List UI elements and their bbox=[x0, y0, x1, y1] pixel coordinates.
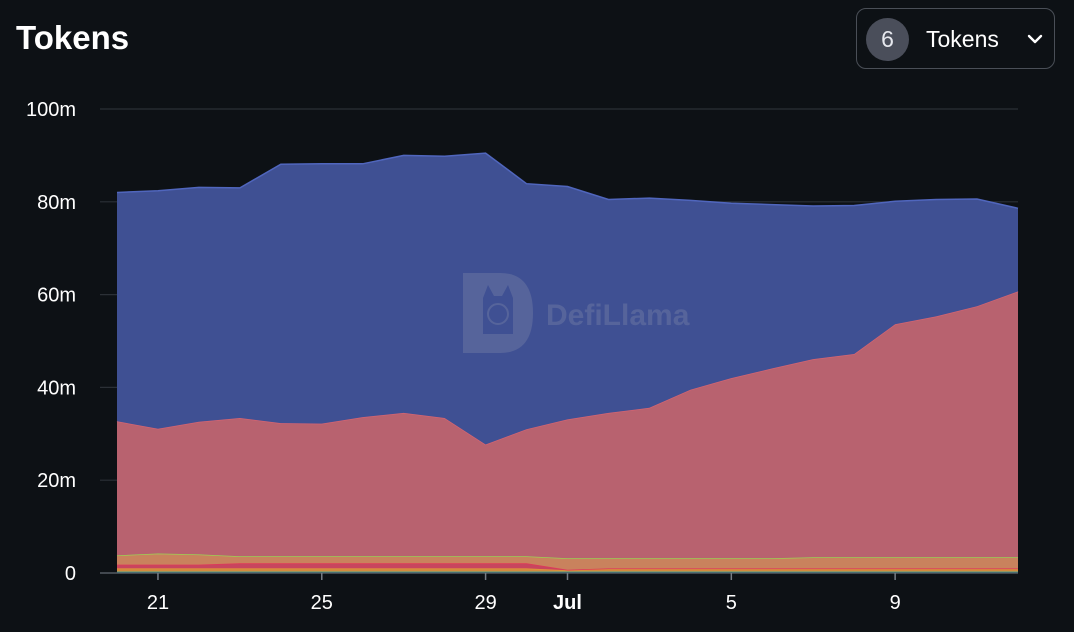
watermark-text: DefiLlama bbox=[546, 299, 690, 332]
y-tick-label: 40m bbox=[37, 377, 76, 399]
y-axis: 0 20m 40m 60m 80m 100m bbox=[26, 99, 76, 585]
y-tick-label: 0 bbox=[65, 563, 76, 585]
x-tick-label: 25 bbox=[311, 592, 333, 614]
x-axis: 21 25 29 Jul 5 9 bbox=[147, 573, 901, 614]
x-tick-label: 29 bbox=[474, 592, 496, 614]
series-area bbox=[117, 291, 1018, 559]
x-tick-label: 5 bbox=[726, 592, 737, 614]
x-tick-label: Jul bbox=[553, 592, 582, 614]
y-tick-label: 100m bbox=[26, 99, 76, 121]
y-tick-label: 80m bbox=[37, 192, 76, 214]
series-area bbox=[117, 553, 1018, 570]
chevron-down-icon bbox=[1027, 34, 1043, 44]
x-tick-label: 9 bbox=[890, 592, 901, 614]
llama-logo-icon bbox=[463, 273, 533, 353]
series-area bbox=[117, 563, 1018, 571]
y-tick-label: 60m bbox=[37, 285, 76, 307]
x-tick-label: 21 bbox=[147, 592, 169, 614]
token-count-badge: 6 bbox=[866, 18, 909, 61]
y-tick-label: 20m bbox=[37, 470, 76, 492]
series-line bbox=[116, 152, 1019, 210]
page-title: Tokens bbox=[16, 19, 130, 56]
token-selector-dropdown[interactable]: 6 Tokens bbox=[856, 8, 1055, 69]
token-selector-label: Tokens bbox=[926, 26, 999, 52]
series-area bbox=[117, 153, 1018, 445]
series-areas bbox=[116, 152, 1019, 573]
series-area bbox=[117, 568, 1018, 572]
watermark: DefiLlama bbox=[463, 273, 690, 353]
